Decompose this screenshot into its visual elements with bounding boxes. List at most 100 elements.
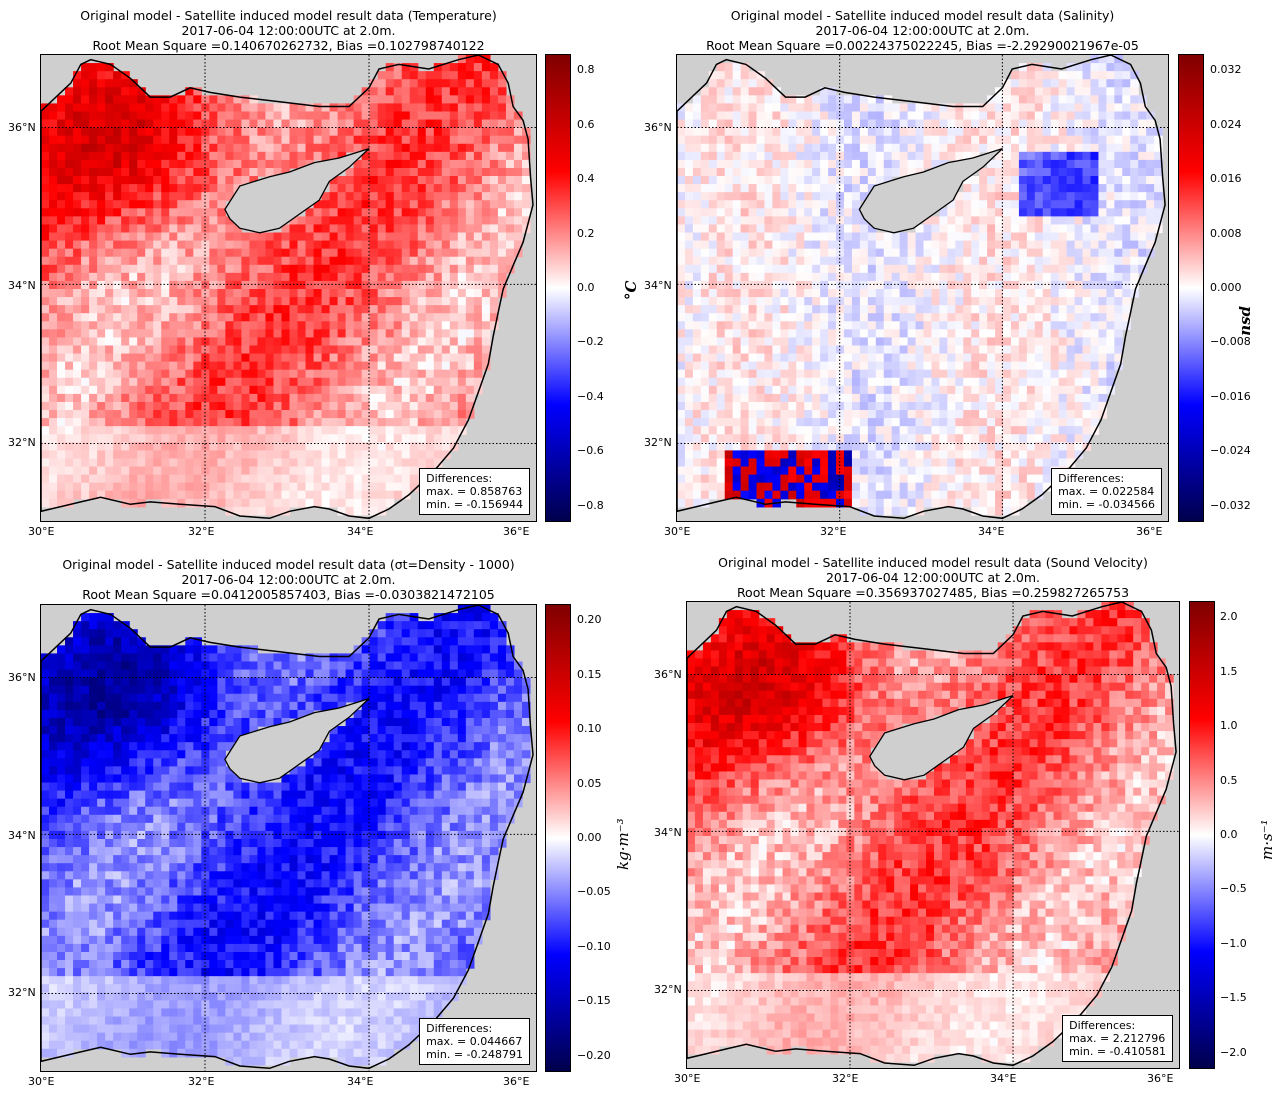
heatmap-cell [321, 361, 331, 371]
heatmap-cell [780, 305, 789, 314]
heatmap-cell [1146, 127, 1155, 137]
heatmap-cell [233, 224, 243, 234]
heatmap-cell [875, 111, 885, 121]
heatmap-cell [257, 159, 267, 169]
heatmap-cell [409, 474, 419, 484]
heatmap-cell [329, 490, 339, 500]
heatmap-cell [409, 208, 419, 217]
heatmap-cell [273, 377, 283, 387]
heatmap-cell [49, 466, 58, 476]
heatmap-cell [305, 393, 315, 403]
colorbar-tick: −0.6 [577, 444, 604, 458]
heatmap-cell [708, 361, 718, 371]
heatmap-cell [105, 353, 114, 363]
heatmap-cell [740, 87, 750, 96]
heatmap-cell [836, 216, 845, 226]
heatmap-cell [521, 176, 531, 185]
heatmap-cell [153, 248, 162, 258]
heatmap-cell [1114, 313, 1123, 322]
heatmap-cell [409, 79, 419, 88]
heatmap-cell [995, 135, 1004, 145]
heatmap-cell [105, 426, 114, 435]
heatmap-cell [241, 498, 251, 508]
heatmap-cell [907, 119, 917, 129]
heatmap-cell [201, 232, 210, 242]
heatmap-cell [875, 176, 885, 185]
heatmap-cell [361, 401, 371, 411]
heatmap-cell [1098, 200, 1107, 209]
heatmap-cell [1074, 345, 1084, 355]
heatmap-cell [425, 280, 435, 290]
heatmap-cell [201, 393, 210, 403]
heatmap-cell [369, 458, 379, 468]
heatmap-cell [1058, 167, 1068, 177]
heatmap-cell [297, 240, 307, 250]
heatmap-cell [740, 103, 750, 113]
heatmap-cell [979, 305, 988, 314]
heatmap-cell [979, 313, 988, 322]
heatmap-cell [843, 127, 853, 137]
heatmap-cell [73, 216, 82, 226]
heatmap-cell [401, 216, 411, 226]
heatmap-cell [700, 369, 710, 379]
heatmap-cell [947, 305, 956, 314]
heatmap-cell [153, 313, 162, 322]
heatmap-cell [780, 345, 789, 355]
heatmap-cell [971, 232, 980, 242]
heatmap-cell [41, 289, 50, 298]
heatmap-cell [700, 272, 710, 282]
heatmap-cell [1050, 111, 1060, 121]
heatmap-cell [756, 135, 766, 145]
heatmap-cell [899, 159, 909, 169]
heatmap-cell [337, 434, 347, 443]
heatmap-cell [513, 176, 523, 185]
heatmap-cell [409, 418, 419, 427]
heatmap-cell [1058, 232, 1068, 242]
heatmap-cell [57, 329, 66, 339]
heatmap-cell [923, 272, 933, 282]
heatmap-cell [81, 264, 90, 274]
heatmap-cell [987, 240, 996, 250]
heatmap-cell [764, 256, 774, 266]
heatmap-cell [137, 240, 146, 250]
heatmap-cell [57, 224, 66, 234]
heatmap-cell [1122, 264, 1131, 274]
heatmap-cell [756, 208, 766, 217]
heatmap-cell [289, 442, 299, 451]
heatmap-cell [369, 345, 379, 355]
heatmap-cell [899, 135, 909, 145]
heatmap-cell [345, 143, 355, 153]
heatmap-cell [883, 151, 893, 161]
heatmap-cell [297, 313, 307, 322]
heatmap-cell [289, 434, 299, 443]
heatmap-cell [716, 143, 726, 153]
heatmap-cell [409, 297, 419, 306]
heatmap-cell [169, 127, 178, 137]
heatmap-cell [225, 95, 234, 105]
heatmap-cell [891, 248, 901, 258]
heatmap-cell [145, 466, 154, 476]
heatmap-cell [329, 135, 339, 145]
heatmap-cell [361, 458, 371, 468]
heatmap-cell [1098, 337, 1107, 347]
heatmap-cell [820, 208, 829, 217]
heatmap-cell [177, 103, 186, 113]
heatmap-cell [756, 143, 766, 153]
heatmap-cell [233, 240, 243, 250]
heatmap-cell [995, 216, 1004, 226]
heatmap-cell [305, 119, 315, 129]
heatmap-cell [465, 401, 475, 411]
heatmap-cell [153, 297, 162, 306]
heatmap-cell [409, 401, 419, 411]
heatmap-cell [724, 224, 734, 234]
heatmap-cell [497, 79, 507, 88]
heatmap-cell [828, 87, 837, 96]
heatmap-cell [1042, 289, 1052, 298]
heatmap-cell [1106, 208, 1115, 217]
heatmap-cell [987, 256, 996, 266]
heatmap-cell [859, 369, 869, 379]
heatmap-cell [121, 418, 130, 427]
heatmap-cell [740, 63, 750, 72]
heatmap-cell [843, 264, 853, 274]
heatmap-cell [780, 256, 789, 266]
